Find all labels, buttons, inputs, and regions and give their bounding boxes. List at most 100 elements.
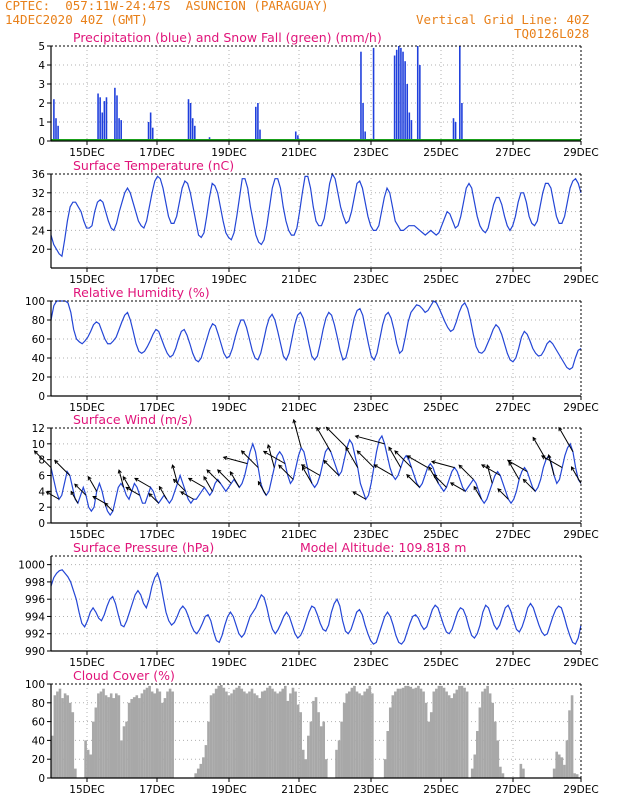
cloud-bar xyxy=(368,685,372,778)
cloud-bar xyxy=(363,691,366,778)
cloud-bar xyxy=(74,768,77,778)
cloud-bar xyxy=(335,749,338,778)
precip-bar xyxy=(187,99,190,141)
x-tick-label: 25DEC xyxy=(423,402,458,414)
cloud-bar xyxy=(412,688,415,778)
wind-arrow xyxy=(180,491,194,500)
cloud-bar xyxy=(263,690,267,778)
cloud-bar xyxy=(342,702,346,778)
wind-arrow xyxy=(394,450,412,468)
y-tick-label: 996 xyxy=(25,594,45,606)
wind-arrow-head xyxy=(203,475,208,481)
wind-arrow-head xyxy=(117,469,122,474)
wind-arrow xyxy=(92,496,106,504)
wind-arrow xyxy=(406,474,420,488)
wind-arrow xyxy=(523,479,536,492)
cloud-bar xyxy=(51,735,54,778)
cloud-bar xyxy=(450,698,454,778)
wind-arrow-head xyxy=(134,477,139,482)
x-tick-label: 21DEC xyxy=(281,147,316,159)
precip-bar xyxy=(404,61,406,142)
precip-bar xyxy=(372,47,375,141)
precip-bar xyxy=(454,122,457,141)
wind-arrow-head xyxy=(497,488,502,493)
wind-arrow-head xyxy=(428,466,433,471)
cloud-bar xyxy=(115,693,118,778)
x-tick-label: 27DEC xyxy=(495,402,530,414)
wind-arrow-head xyxy=(430,460,436,465)
cloud-bar xyxy=(273,691,277,778)
wind-arrow-head xyxy=(352,491,357,496)
x-tick-label: 23DEC xyxy=(353,402,388,414)
cloud-bar xyxy=(125,721,128,778)
cloud-bar xyxy=(401,687,405,778)
cloud-bar xyxy=(565,740,569,778)
y-tick-label: 20 xyxy=(32,244,45,256)
wind-arrow-head xyxy=(148,492,153,498)
cloud-bar xyxy=(117,695,121,778)
cloud-bar xyxy=(496,740,500,778)
station-title: CPTEC: 057:11W-24:47S ASUNCION (PARAGUAY… xyxy=(5,0,329,13)
wind-arrow xyxy=(125,487,141,496)
cloud-bar xyxy=(575,774,579,778)
wind-arrow xyxy=(188,477,205,488)
cloud-bar xyxy=(365,688,369,778)
x-tick-label: 19DEC xyxy=(211,147,246,159)
wind-arrow xyxy=(267,444,275,468)
wind-arrow xyxy=(458,464,474,480)
model-label: TQ0126L028 xyxy=(514,26,590,41)
cloud-bar xyxy=(148,685,151,778)
x-tick-label: 19DEC xyxy=(211,274,246,286)
wind-arrow xyxy=(203,476,213,492)
precip-bar xyxy=(257,103,259,141)
cloud-bar xyxy=(171,691,174,778)
wind-arrow-head xyxy=(206,469,211,474)
cloud-bar xyxy=(463,687,466,778)
cloud-bar xyxy=(260,691,264,778)
x-tick-label: 27DEC xyxy=(495,657,530,669)
cloud-bar xyxy=(243,691,246,778)
wind-arrow xyxy=(158,486,168,500)
precip-bar xyxy=(147,122,150,141)
wind-arrow xyxy=(541,455,563,469)
x-tick-label: 19DEC xyxy=(211,657,246,669)
cloud-bar xyxy=(483,688,487,778)
vertical-grid-line-label: Vertical Grid Line: 40Z xyxy=(416,12,590,27)
cloud-bar xyxy=(99,691,103,778)
precip-bar xyxy=(459,46,461,141)
cloud-bar xyxy=(573,773,576,778)
x-tick-label: 17DEC xyxy=(139,147,174,159)
x-tick-label: 23DEC xyxy=(353,147,388,159)
y-tick-label: 40 xyxy=(32,735,45,747)
wind-arrow-head xyxy=(266,444,272,449)
precip-bar xyxy=(364,131,366,141)
cloud-bar xyxy=(563,764,566,778)
wind-arrow-head xyxy=(449,482,455,487)
cloud-bar xyxy=(312,700,315,778)
y-tick-label: 80 xyxy=(32,698,45,710)
cloud-bar xyxy=(91,721,95,778)
cloud-bar xyxy=(207,721,210,778)
panel-title: Relative Humidity (%) xyxy=(73,285,210,300)
precip-bar xyxy=(149,112,152,141)
wind-arrow xyxy=(122,476,133,492)
wind-arrow xyxy=(241,450,259,468)
precip-bar xyxy=(103,101,106,141)
wind-arrow xyxy=(473,486,482,500)
cloud-bar xyxy=(145,687,149,778)
wind-arrow xyxy=(74,483,87,496)
cloud-bar xyxy=(204,745,208,778)
y-tick-label: 24 xyxy=(32,225,46,237)
wind-arrow xyxy=(148,493,159,504)
cloud-bar xyxy=(570,695,574,778)
cloud-bar xyxy=(219,684,223,778)
x-tick-label: 19DEC xyxy=(211,529,246,541)
cloud-bar xyxy=(460,685,464,778)
wind-arrow-head xyxy=(458,464,463,469)
wind-arrow xyxy=(450,482,466,492)
x-tick-label: 17DEC xyxy=(139,657,174,669)
x-tick-label: 17DEC xyxy=(139,402,174,414)
precip-bar xyxy=(294,131,297,141)
cloud-bar xyxy=(522,768,525,778)
